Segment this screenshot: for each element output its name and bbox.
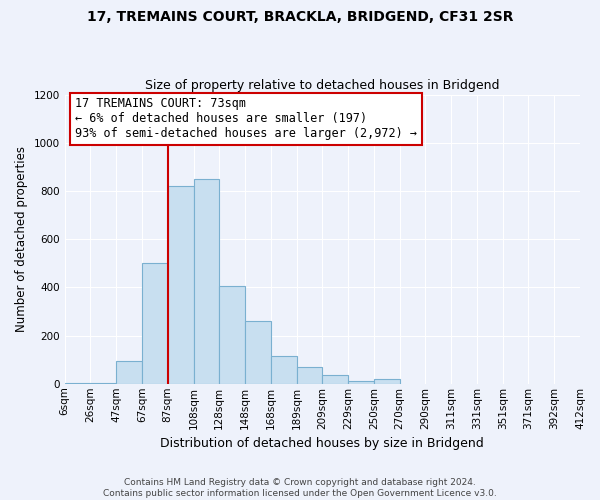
Bar: [65, 382, 91, 384]
Bar: [374, 379, 400, 384]
Bar: [193, 179, 219, 384]
Bar: [219, 286, 245, 384]
Bar: [116, 361, 142, 384]
Bar: [348, 382, 374, 384]
Bar: [168, 186, 193, 384]
Text: 17, TREMAINS COURT, BRACKLA, BRIDGEND, CF31 2SR: 17, TREMAINS COURT, BRACKLA, BRIDGEND, C…: [87, 10, 513, 24]
Text: Contains HM Land Registry data © Crown copyright and database right 2024.
Contai: Contains HM Land Registry data © Crown c…: [103, 478, 497, 498]
X-axis label: Distribution of detached houses by size in Bridgend: Distribution of detached houses by size …: [160, 437, 484, 450]
Title: Size of property relative to detached houses in Bridgend: Size of property relative to detached ho…: [145, 79, 500, 92]
Bar: [322, 376, 348, 384]
Bar: [91, 382, 116, 384]
Bar: [142, 264, 168, 384]
Bar: [296, 367, 322, 384]
Bar: [271, 356, 296, 384]
Y-axis label: Number of detached properties: Number of detached properties: [15, 146, 28, 332]
Text: 17 TREMAINS COURT: 73sqm
← 6% of detached houses are smaller (197)
93% of semi-d: 17 TREMAINS COURT: 73sqm ← 6% of detache…: [75, 98, 417, 140]
Bar: [245, 321, 271, 384]
